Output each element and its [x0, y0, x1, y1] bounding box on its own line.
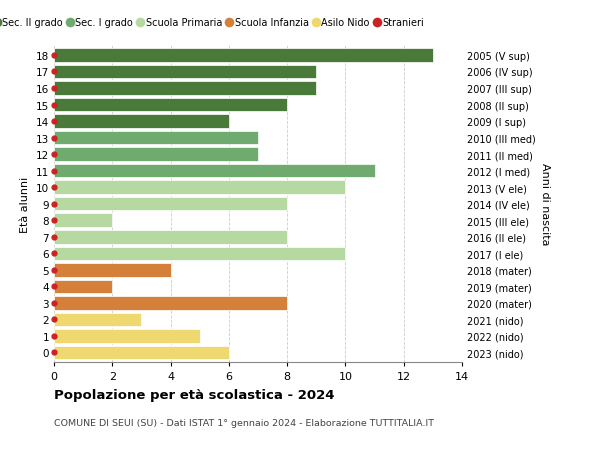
Bar [54, 148, 258, 162]
Y-axis label: Anni di nascita: Anni di nascita [539, 163, 550, 246]
Bar [54, 115, 229, 129]
Bar [54, 297, 287, 310]
Bar [54, 214, 112, 228]
Text: Popolazione per età scolastica - 2024: Popolazione per età scolastica - 2024 [54, 388, 335, 401]
Legend: Sec. II grado, Sec. I grado, Scuola Primaria, Scuola Infanzia, Asilo Nido, Stran: Sec. II grado, Sec. I grado, Scuola Prim… [0, 14, 428, 32]
Y-axis label: Età alunni: Età alunni [20, 176, 31, 232]
Bar [54, 82, 316, 95]
Bar [54, 230, 287, 244]
Bar [54, 247, 346, 261]
Bar [54, 330, 200, 343]
Bar [54, 49, 433, 62]
Bar [54, 263, 170, 277]
Bar [54, 99, 287, 112]
Bar [54, 346, 229, 359]
Bar [54, 164, 374, 178]
Bar [54, 132, 258, 145]
Bar [54, 181, 346, 195]
Bar [54, 197, 287, 211]
Text: COMUNE DI SEUI (SU) - Dati ISTAT 1° gennaio 2024 - Elaborazione TUTTITALIA.IT: COMUNE DI SEUI (SU) - Dati ISTAT 1° genn… [54, 418, 434, 427]
Bar [54, 313, 142, 326]
Bar [54, 66, 316, 79]
Bar [54, 280, 112, 293]
